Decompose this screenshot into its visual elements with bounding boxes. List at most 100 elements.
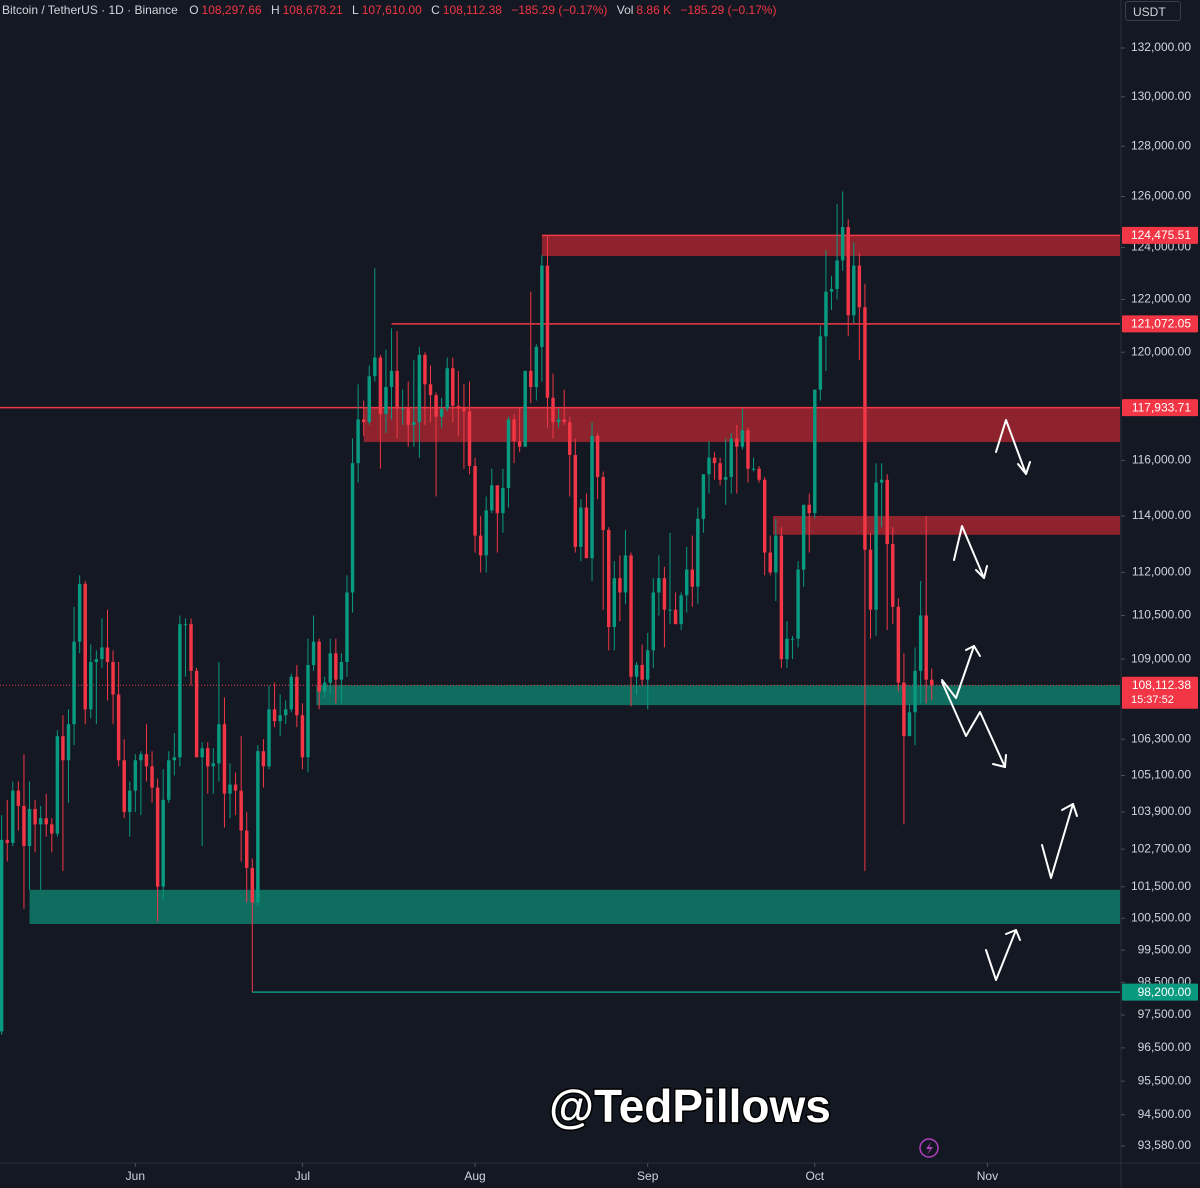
- candle-body: [189, 624, 193, 671]
- candle-body: [89, 662, 93, 710]
- arrow-head: [965, 645, 981, 657]
- candle-body: [573, 454, 578, 547]
- zone: [29, 889, 1120, 924]
- candle-body: [891, 544, 895, 607]
- candle-body: [540, 265, 544, 347]
- ohlc-key: H: [270, 3, 280, 17]
- candle-body: [595, 435, 600, 477]
- ohlc-value: 108,112.38: [442, 3, 502, 17]
- candle-body: [790, 638, 795, 640]
- candle-body: [33, 808, 37, 825]
- arrow: [953, 525, 985, 579]
- candle-body: [334, 653, 338, 680]
- candle-body: [913, 670, 917, 713]
- candle-body: [751, 468, 756, 470]
- candle-body: [133, 760, 138, 791]
- price-tag-label: 108,112.38: [1132, 678, 1191, 692]
- candle-body: [668, 609, 672, 611]
- arrow-head: [1061, 803, 1078, 817]
- candle-body: [250, 867, 255, 903]
- candle-body: [779, 535, 784, 660]
- y-tick-label: 130,000.00: [1131, 89, 1191, 103]
- y-tick-label: 94,500.00: [1138, 1107, 1192, 1121]
- candle-body: [690, 569, 694, 587]
- candle-body: [161, 799, 165, 887]
- candle-body: [785, 638, 789, 660]
- candle-body: [111, 662, 115, 695]
- candle-body: [150, 766, 154, 788]
- arrow: [995, 419, 1027, 475]
- y-tick-label: 114,000.00: [1132, 508, 1191, 522]
- candle-body: [512, 419, 516, 442]
- y-tick-label: 110,500.00: [1132, 608, 1191, 622]
- ohlc-value: 108,678.21: [282, 3, 343, 17]
- candle-body: [467, 411, 472, 466]
- candle-body: [217, 724, 221, 764]
- candle-body: [634, 664, 639, 677]
- y-tick-label: 100,500.00: [1131, 910, 1191, 924]
- currency-button[interactable]: USDT: [1125, 1, 1181, 21]
- ohlc-key: L: [352, 3, 359, 17]
- annotations: [941, 419, 1078, 981]
- candle-body: [568, 422, 572, 455]
- candle-body: [868, 549, 873, 610]
- candle-body: [907, 712, 912, 737]
- candle-body: [640, 664, 644, 680]
- candle-body: [361, 419, 366, 423]
- candle-body: [529, 370, 533, 387]
- candle-body: [757, 468, 761, 480]
- candle-body: [38, 818, 43, 825]
- candle-body: [233, 784, 238, 791]
- candle-body: [345, 592, 349, 663]
- candle-body: [774, 535, 778, 573]
- candle-body: [863, 307, 867, 550]
- arrow-head: [1017, 461, 1031, 475]
- candle-body: [762, 479, 767, 553]
- zones: [29, 235, 1121, 924]
- candle-body: [228, 784, 232, 794]
- price-tag-label: 117,933.71: [1132, 400, 1191, 414]
- candle-body: [824, 291, 828, 337]
- candle-body: [61, 736, 65, 761]
- candle-body: [601, 476, 605, 530]
- candle-body: [44, 818, 48, 825]
- candle-body: [545, 265, 550, 398]
- candle-body: [645, 650, 650, 680]
- candle-body: [417, 354, 422, 423]
- candle-body: [930, 679, 934, 686]
- x-tick-label: Nov: [977, 1169, 998, 1183]
- candle-body: [272, 709, 277, 722]
- y-tick-label: 93,580.00: [1138, 1138, 1192, 1152]
- price-tag: [1122, 983, 1198, 1001]
- candle-body: [584, 507, 589, 559]
- candle-body: [378, 357, 383, 414]
- candle-body: [400, 408, 405, 410]
- y-tick-label: 99,500.00: [1138, 942, 1192, 956]
- candle-body: [723, 476, 728, 480]
- y-tick-label: 97,500.00: [1138, 1007, 1192, 1021]
- price-tags: 124,475.51 121,072.05 117,933.71 108,112.38…: [1122, 226, 1198, 1001]
- candle-body: [818, 336, 823, 390]
- candle-body: [735, 438, 739, 447]
- candle-body: [50, 824, 54, 834]
- candles: [0, 191, 934, 1035]
- candle-body: [222, 724, 227, 794]
- candle-body: [139, 754, 143, 761]
- candle-body: [77, 583, 82, 642]
- candle-body: [295, 676, 299, 716]
- arrow-head: [975, 565, 988, 579]
- y-tick-label: 120,000.00: [1131, 344, 1191, 358]
- icon-circle: [919, 1138, 939, 1158]
- arrow-head: [1005, 929, 1021, 941]
- ohlc-value: 107,610.00: [361, 3, 422, 17]
- candle-body: [306, 664, 310, 758]
- candle-body: [896, 606, 901, 683]
- candle-body: [72, 641, 76, 725]
- candle-body: [924, 615, 928, 680]
- candle-body: [356, 419, 360, 464]
- candle-body: [406, 408, 410, 425]
- candle-body: [796, 569, 800, 639]
- candle-body: [445, 368, 449, 409]
